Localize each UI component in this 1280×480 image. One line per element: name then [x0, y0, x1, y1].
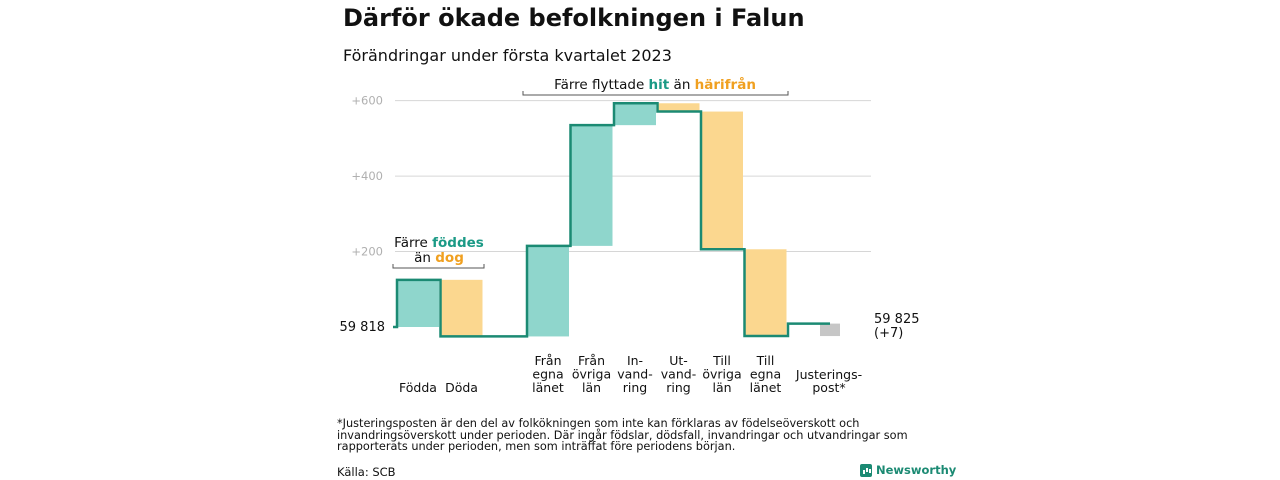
x-label-4-2: ring — [623, 380, 647, 395]
chart-subtitle: Förändringar under första kvartalet 2023 — [343, 46, 672, 65]
x-label-4-1: vand- — [617, 367, 652, 382]
end-value-label: 59 825 — [874, 312, 920, 327]
brand-logo: Newsworthy — [860, 463, 956, 477]
x-label-3-2: län — [582, 380, 601, 395]
source-note: Källa: SCB — [337, 465, 396, 479]
start-value-label: 59 818 — [340, 320, 386, 335]
bar-7 — [744, 249, 787, 337]
x-label-8-0: Justerings- — [795, 367, 862, 382]
x-label-5-1: vand- — [661, 367, 696, 382]
bar-4 — [614, 103, 656, 126]
x-label-7-1: egna — [750, 367, 781, 382]
x-label-6-1: övriga — [702, 367, 741, 382]
footnote: *Justeringsposten är den del av folkökni… — [337, 417, 908, 454]
migration-bracket — [522, 91, 789, 96]
bar-6 — [701, 111, 743, 250]
x-label-6-0: Till — [712, 353, 731, 368]
bar-3 — [570, 125, 613, 246]
migration-annotation: Färre flyttade hit än härifrån — [554, 76, 756, 93]
brand-name: Newsworthy — [876, 463, 957, 477]
births-annotation-line1: Färre föddes — [394, 235, 484, 251]
x-label-3-1: övriga — [572, 367, 611, 382]
bar-0 — [397, 279, 439, 327]
births-annotation-line2: än dog — [414, 250, 464, 266]
y-tick-label-0: +200 — [351, 245, 383, 259]
x-label-8-1: post* — [812, 380, 845, 395]
x-label-2-1: egna — [532, 367, 563, 382]
x-label-0-0: Födda — [399, 380, 437, 395]
cumulative-step-line — [393, 102, 830, 338]
bar-2 — [527, 245, 569, 337]
bar-5 — [657, 103, 700, 112]
x-label-5-0: Ut- — [669, 353, 688, 368]
births-bracket — [392, 264, 485, 269]
x-label-5-2: ring — [666, 380, 690, 395]
x-label-7-0: Till — [756, 353, 775, 368]
chart-title: Därför ökade befolkningen i Falun — [343, 4, 805, 32]
x-label-7-2: länet — [750, 380, 782, 395]
x-label-2-2: länet — [532, 380, 564, 395]
y-tick-label-1: +400 — [351, 169, 383, 183]
bar-chart-icon — [860, 463, 872, 477]
end-change-label: (+7) — [874, 326, 903, 341]
bar-1 — [440, 279, 483, 337]
x-label-2-0: Från — [534, 353, 561, 368]
x-label-6-2: län — [712, 380, 731, 395]
y-tick-label-2: +600 — [351, 94, 383, 108]
x-label-4-0: In- — [627, 353, 643, 368]
x-label-3-0: Från — [578, 353, 605, 368]
bar-8 — [820, 323, 840, 337]
x-label-1-0: Döda — [445, 380, 478, 395]
